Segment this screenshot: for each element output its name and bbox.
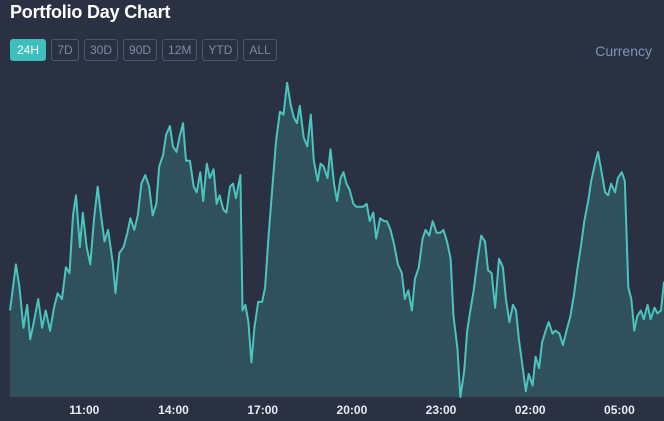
range-selector: 24H 7D 30D 90D 12M YTD ALL bbox=[10, 39, 277, 61]
range-button-12m[interactable]: 12M bbox=[162, 39, 198, 61]
currency-selector[interactable]: Currency bbox=[595, 43, 652, 59]
x-tick-label: 23:00 bbox=[426, 403, 457, 417]
chart-title: Portfolio Day Chart bbox=[10, 2, 171, 22]
range-button-24h[interactable]: 24H bbox=[10, 39, 46, 61]
range-button-90d[interactable]: 90D bbox=[123, 39, 158, 61]
series-area-fill bbox=[10, 82, 664, 398]
x-tick-label: 17:00 bbox=[247, 403, 278, 417]
series-line bbox=[9, 81, 664, 398]
range-button-7d[interactable]: 7D bbox=[51, 39, 79, 61]
range-button-all[interactable]: ALL bbox=[243, 39, 277, 61]
x-axis-ticks: 11:00 14:00 17:00 20:00 23:00 02:00 05:00 bbox=[69, 403, 635, 417]
range-button-ytd[interactable]: YTD bbox=[202, 39, 239, 61]
x-tick-label: 14:00 bbox=[158, 403, 189, 417]
range-button-30d[interactable]: 30D bbox=[84, 39, 119, 61]
x-tick-label: 05:00 bbox=[604, 403, 635, 417]
x-tick-label: 02:00 bbox=[515, 403, 546, 417]
x-tick-label: 11:00 bbox=[69, 403, 99, 417]
x-tick-label: 20:00 bbox=[337, 403, 368, 417]
